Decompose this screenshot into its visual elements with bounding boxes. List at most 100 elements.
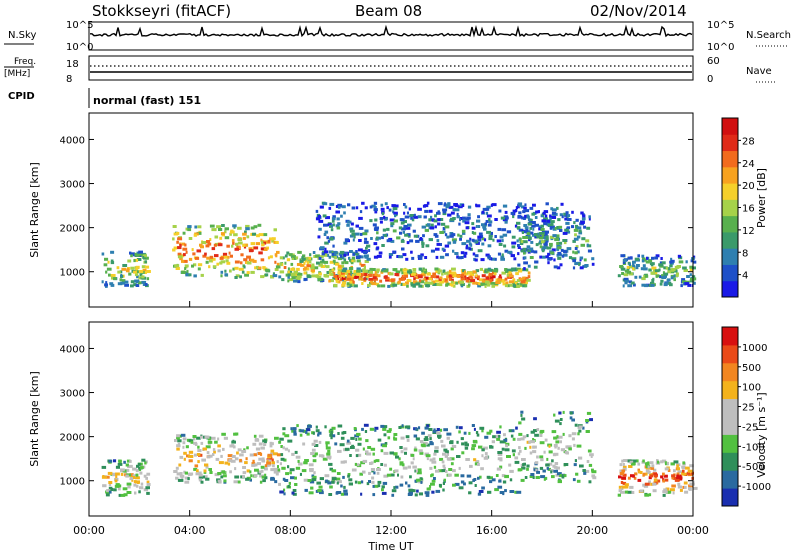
echo-cell: [328, 462, 333, 466]
echo-cell: [587, 249, 592, 253]
echo-cell: [349, 276, 354, 280]
echo-cell: [193, 233, 197, 237]
echo-cell: [315, 425, 318, 429]
echo-cell: [282, 432, 286, 436]
echo-cell: [358, 226, 364, 230]
echo-cell: [377, 284, 381, 288]
echo-cell: [133, 480, 137, 484]
echo-cell: [239, 453, 244, 457]
echo-cell: [206, 455, 211, 459]
echo-cell: [459, 280, 465, 284]
echo-cell: [355, 206, 359, 210]
echo-cell: [266, 461, 271, 465]
echo-cell: [692, 260, 697, 264]
echo-cell: [208, 259, 213, 263]
echo-cell: [399, 231, 403, 235]
echo-cell: [370, 468, 375, 471]
echo-cell: [545, 463, 550, 467]
echo-cell: [455, 425, 459, 429]
echo-cell: [232, 267, 235, 271]
echo-cell: [472, 270, 477, 274]
echo-cell: [281, 278, 285, 282]
echo-cell: [341, 261, 345, 265]
echo-cell: [332, 223, 335, 227]
echo-cell: [527, 264, 531, 268]
echo-cell: [222, 474, 227, 478]
echo-cell: [327, 239, 331, 243]
echo-cell: [443, 203, 448, 207]
echo-cell: [521, 216, 527, 220]
echo-cell: [479, 283, 483, 287]
echo-cell: [456, 455, 461, 458]
echo-cell: [372, 493, 376, 497]
echo-cell: [503, 438, 508, 442]
echo-cell: [574, 251, 578, 255]
echo-cell: [406, 279, 412, 283]
echo-cell: [581, 217, 586, 221]
echo-cell: [413, 448, 418, 452]
echo-cell: [250, 242, 255, 246]
echo-cell: [414, 427, 418, 431]
echo-cell: [576, 235, 581, 239]
echo-cell: [461, 204, 465, 207]
echo-cell: [405, 257, 409, 261]
echo-cell: [617, 274, 621, 278]
echo-cell: [504, 277, 508, 281]
echo-cell: [536, 470, 540, 474]
echo-cell: [627, 284, 633, 288]
echo-cell: [412, 457, 415, 461]
colorbar-segment: [722, 183, 738, 200]
echo-cell: [418, 267, 422, 271]
echo-cell: [572, 259, 576, 263]
echo-cell: [514, 224, 518, 228]
echo-cell: [376, 246, 380, 250]
echo-cell: [262, 479, 266, 483]
echo-cell: [319, 205, 324, 209]
echo-cell: [439, 280, 444, 284]
echo-cell: [539, 255, 542, 259]
echo-cell: [557, 446, 560, 450]
echo-cell: [573, 443, 576, 447]
echo-cell: [313, 439, 318, 443]
echo-cell: [574, 247, 578, 250]
echo-cell: [101, 280, 104, 284]
echo-cell: [200, 245, 204, 249]
echo-cell: [676, 265, 681, 268]
echo-cell: [186, 269, 189, 273]
echo-cell: [474, 258, 478, 262]
echo-cell: [437, 434, 442, 438]
echo-cell: [377, 274, 381, 278]
echo-cell: [176, 231, 180, 235]
echo-cell: [541, 219, 546, 223]
echo-cell: [110, 274, 116, 277]
echo-cell: [287, 449, 290, 453]
echo-cell: [102, 475, 105, 478]
echo-cell: [296, 272, 301, 276]
echo-cell: [176, 240, 179, 244]
echo-cell: [256, 265, 260, 269]
echo-cell: [622, 284, 625, 288]
echo-cell: [416, 471, 422, 475]
echo-cell: [218, 228, 223, 231]
echo-cell: [246, 271, 250, 275]
echo-cell: [504, 220, 508, 224]
echo-cell: [410, 453, 415, 457]
echo-cell: [377, 480, 382, 484]
echo-cell: [425, 276, 429, 280]
freq-label: Freq.: [14, 57, 36, 67]
echo-cell: [106, 475, 110, 479]
echo-cell: [471, 238, 475, 242]
echo-cell: [371, 480, 375, 484]
echo-cell: [433, 219, 438, 223]
echo-cell: [363, 279, 367, 283]
echo-cell: [209, 471, 213, 474]
echo-cell: [558, 474, 563, 478]
echo-cell: [517, 437, 521, 441]
colorbar-tick-label: 28: [742, 136, 755, 147]
echo-cell: [554, 445, 557, 449]
echo-cell: [565, 211, 569, 215]
echo-cell: [318, 272, 322, 276]
echo-cell: [219, 261, 223, 265]
echo-cell: [229, 230, 235, 234]
colorbar-tick-label: 100: [742, 383, 761, 394]
